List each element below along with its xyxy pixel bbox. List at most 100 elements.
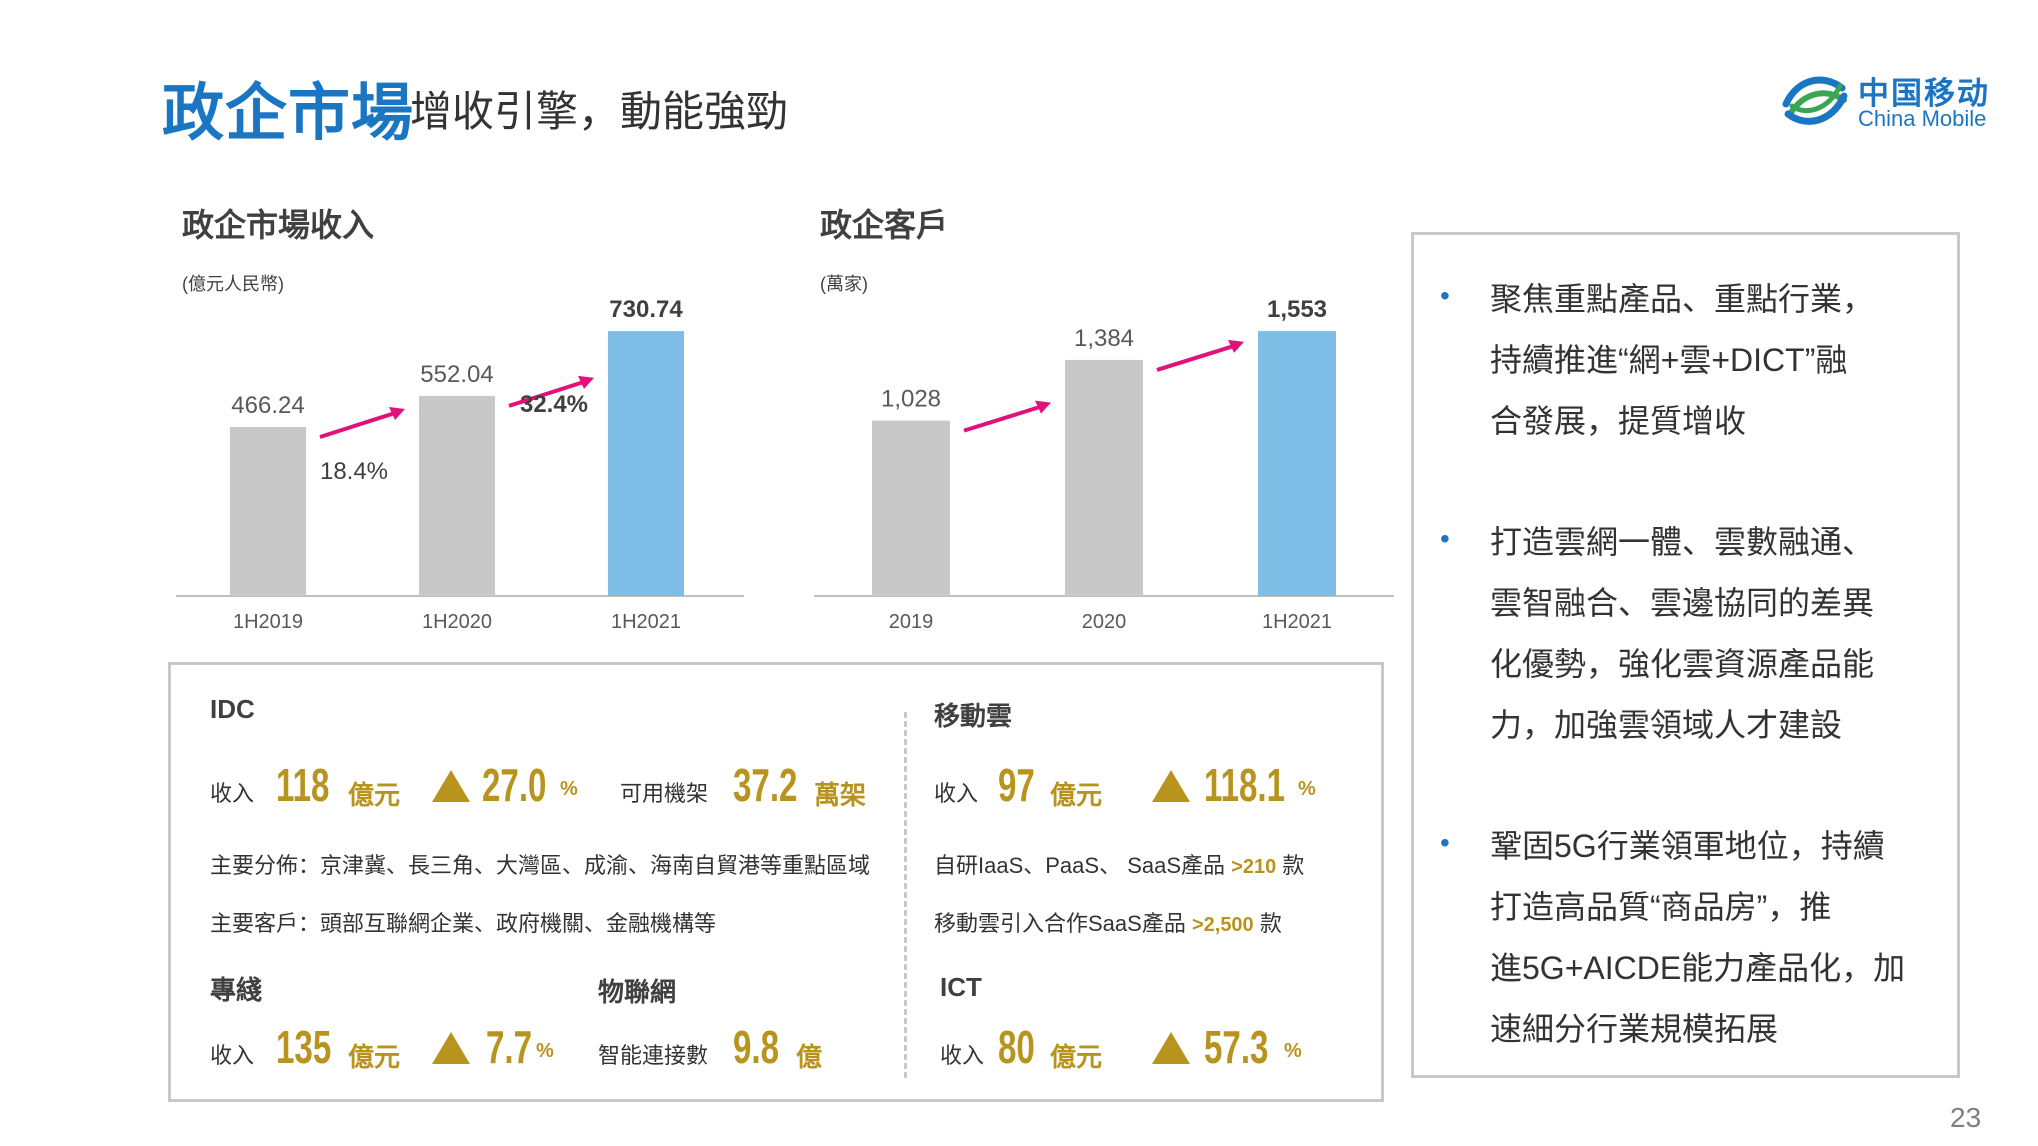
growth-arrow-1 (963, 404, 1042, 433)
value-label-1H2019: 466.24 (231, 392, 304, 419)
growth-up-triangle-icon (1152, 770, 1190, 802)
cloud-growth-value: 118.1 (1204, 759, 1286, 811)
dedicated-growth-unit: % (536, 1040, 554, 1062)
idc-customers: 主要客戶：頭部互聯網企業、政府機關、金融機構等 (210, 911, 717, 936)
cloud-saas-prefix: 移動雲引入合作SaaS產品 (934, 911, 1186, 936)
business-metrics-panel (168, 662, 1384, 1102)
revenue-chart: 466.24 1H2019 552.04 1H2020 730.74 1H2021 18.4… (176, 296, 744, 633)
category-label-2020: 2020 (1082, 611, 1127, 633)
bullet-2-line-2: 雲智融合、雲邊協同的差異 (1490, 585, 1875, 621)
iot-connections-unit: 億 (796, 1042, 823, 1072)
cloud-revenue-label: 收入 (934, 781, 979, 806)
iot-connections-value: 9.8 (733, 1021, 780, 1073)
idc-racks-label: 可用機架 (620, 781, 709, 806)
value-label-1H2020: 552.04 (420, 361, 493, 388)
category-label-1H2019: 1H2019 (233, 611, 303, 633)
bullet-2-line-4: 力，加強雲領域人才建設 (1490, 707, 1843, 743)
category-label-1H2021: 1H2021 (611, 611, 681, 633)
dedicated-revenue-value: 135 (276, 1021, 332, 1073)
growth-arrowhead-1 (389, 406, 405, 420)
bullet-2-line-3: 化優勢，強化雲資源產品能 (1490, 646, 1875, 682)
bar-2019 (872, 420, 950, 596)
dedicated-revenue-unit: 億元 (348, 1042, 401, 1072)
category-label-2019: 2019 (889, 611, 934, 633)
idc-racks-unit: 萬架 (814, 780, 867, 810)
dedicated-revenue-label: 收入 (210, 1043, 255, 1068)
category-label-1H2021: 1H2021 (1262, 611, 1332, 633)
highlights-panel (1411, 232, 1960, 1078)
idc-title: IDC (210, 694, 255, 724)
ict-title: ICT (940, 972, 982, 1002)
customers-chart: 1,028 2019 1,384 2020 1,553 1H2021 (814, 296, 1394, 633)
iot-title: 物聯網 (598, 977, 677, 1007)
bullet-1-line-1: 聚焦重點產品、重點行業， (1490, 281, 1875, 317)
bar-1H2021 (608, 331, 684, 596)
panel-divider (904, 712, 907, 1078)
ict-revenue-value: 80 (998, 1021, 1035, 1073)
value-label-2020: 1,384 (1074, 325, 1134, 352)
growth-arrowhead-1 (1035, 400, 1051, 414)
growth-arrow-1 (319, 411, 396, 439)
bar-1H2021 (1258, 331, 1336, 596)
growth-up-triangle-icon (432, 770, 470, 802)
iot-connections-label: 智能連接數 (598, 1043, 709, 1068)
chart1-title: 政企市場收入 (182, 207, 375, 243)
ict-growth-value: 57.3 (1204, 1021, 1269, 1073)
ict-growth-unit: % (1284, 1040, 1302, 1062)
bullet-2-line-1: 打造雲網一體、雲數融通、 (1490, 524, 1875, 560)
bullet-3-dot: • (1440, 827, 1450, 858)
cloud-products-prefix: 自研IaaS、PaaS、 SaaS產品 (934, 853, 1226, 878)
idc-revenue-value: 118 (276, 759, 330, 811)
bar-1H2019 (230, 426, 306, 596)
dedicated-growth-value: 7.7 (486, 1021, 533, 1073)
idc-revenue-label: 收入 (210, 781, 255, 806)
bar-1H2020 (419, 395, 495, 596)
idc-revenue-unit: 億元 (348, 780, 401, 810)
cloud-saas-value: >2,500 (1191, 914, 1254, 936)
growth-arrowhead-2 (1228, 339, 1244, 353)
logo-mark-icon (1782, 76, 1848, 125)
idc-racks-value: 37.2 (733, 759, 798, 811)
page-subtitle: 增收引擎，動能強勁 (410, 88, 789, 135)
cloud-saas-suffix: 款 (1259, 911, 1282, 936)
logo-text-en: China Mobile (1858, 106, 1987, 131)
ict-revenue-unit: 億元 (1050, 1042, 1103, 1072)
mobile-cloud-title: 移動雲 (934, 701, 1013, 731)
ict-revenue-label: 收入 (940, 1043, 985, 1068)
bullet-3-line-1: 鞏固5G行業領軍地位，持續 (1490, 828, 1885, 864)
bullet-2-dot: • (1440, 523, 1450, 554)
bar-2020 (1065, 359, 1143, 596)
cloud-growth-unit: % (1298, 778, 1316, 800)
page-title: 政企市場 (162, 79, 415, 148)
idc-growth-unit: % (560, 778, 578, 800)
bullet-1-line-2: 持續推進“網+雲+DICT”融 (1490, 342, 1848, 378)
chart2-title: 政企客戶 (820, 207, 949, 243)
dedicated-line-title: 專綫 (210, 975, 263, 1005)
china-mobile-logo: 中国移动 China Mobile (1780, 62, 2000, 142)
growth-up-triangle-icon (1152, 1032, 1190, 1064)
cloud-saas-line: 移動雲引入合作SaaS產品 >2,500 款 (934, 906, 1282, 938)
growth-label-1: 18.4% (320, 458, 388, 485)
value-label-2019: 1,028 (881, 386, 941, 413)
value-label-1H2021: 730.74 (609, 296, 683, 323)
cloud-products-value: >210 (1231, 856, 1277, 878)
growth-arrowhead-2 (578, 375, 594, 389)
logo-text-cn: 中国移动 (1858, 76, 1990, 111)
bullet-3-line-3: 進5G+AICDE能力產品化，加 (1490, 950, 1906, 986)
bullet-1-dot: • (1440, 280, 1450, 311)
value-label-1H2021: 1,553 (1267, 296, 1327, 323)
chart2-unit: (萬家) (820, 274, 868, 294)
category-label-1H2020: 1H2020 (422, 611, 492, 633)
growth-arrow-2 (1156, 343, 1235, 372)
bullet-3-line-4: 速細分行業規模拓展 (1490, 1011, 1779, 1047)
cloud-revenue-unit: 億元 (1050, 780, 1103, 810)
growth-label-2: 32.4% (520, 391, 588, 418)
cloud-revenue-value: 97 (998, 759, 1035, 811)
bullet-1-line-3: 合發展，提質增收 (1490, 403, 1747, 439)
page-number: 23 (1950, 1102, 1982, 1133)
idc-growth-value: 27.0 (482, 759, 547, 811)
growth-up-triangle-icon (432, 1032, 470, 1064)
bullet-3-line-2: 打造高品質“商品房”，推 (1490, 889, 1832, 925)
chart1-unit: (億元人民幣) (182, 274, 284, 294)
cloud-products-suffix: 款 (1282, 853, 1305, 878)
